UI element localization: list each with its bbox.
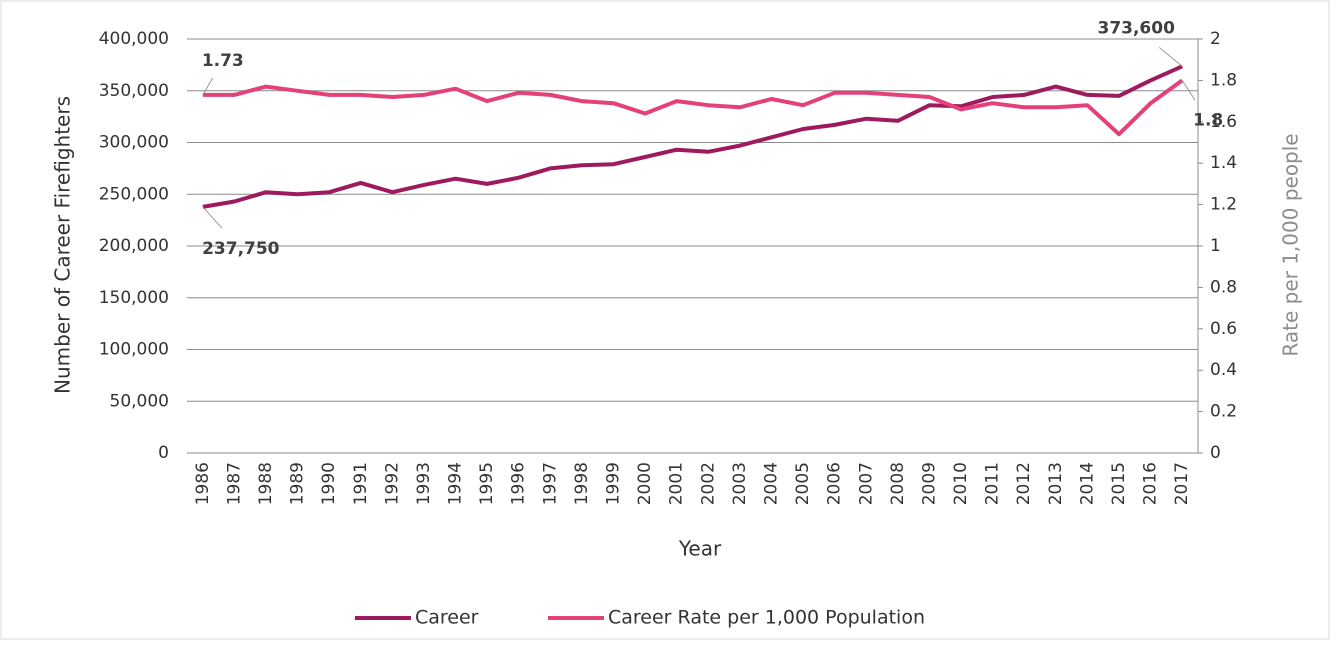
y2-tick-label: 0.8 [1210, 277, 1237, 297]
y-tick-label: 100,000 [99, 340, 169, 360]
legend-label: Career Rate per 1,000 Population [608, 607, 925, 629]
x-tick-label: 2009 [919, 462, 939, 505]
x-tick-label: 1987 [224, 462, 244, 505]
x-tick-label: 2017 [1172, 462, 1192, 505]
y-tick-label: 350,000 [99, 81, 169, 101]
x-tick-label: 1995 [477, 462, 497, 505]
x-tick-label: 1993 [414, 462, 434, 505]
x-tick-label: 2008 [888, 462, 908, 505]
y2-tick-label: 1.2 [1210, 195, 1237, 215]
x-tick-label: 1999 [604, 462, 624, 505]
y2-tick-label: 1.8 [1210, 70, 1237, 90]
x-tick-label: 1986 [193, 462, 213, 505]
label-leader [1181, 80, 1196, 101]
x-axis-title: Year [678, 537, 722, 561]
label-leader [202, 77, 214, 96]
x-tick-label: 2011 [983, 462, 1003, 505]
chart-frame [0, 0, 1330, 640]
y2-tick-label: 0.2 [1210, 402, 1237, 422]
data-label: 1.8 [1193, 110, 1223, 130]
x-tick-label: 1994 [446, 462, 466, 505]
y2-tick-label: 1 [1210, 236, 1221, 256]
x-tick-label: 2002 [698, 462, 718, 505]
x-tick-label: 1990 [319, 462, 339, 505]
label-leader [1158, 46, 1183, 67]
x-tick-label: 2010 [951, 462, 971, 505]
x-tick-label: 2015 [1109, 462, 1129, 505]
y-tick-label: 300,000 [99, 133, 169, 153]
y2-tick-label: 0.4 [1210, 360, 1237, 380]
y2-tick-label: 0 [1210, 443, 1221, 463]
x-tick-label: 2013 [1046, 462, 1066, 505]
x-tick-label: 2007 [856, 462, 876, 505]
y2-tick-label: 2 [1210, 29, 1221, 49]
data-label: 237,750 [202, 239, 280, 259]
y-tick-label: 50,000 [110, 391, 169, 411]
y2-tick-label: 1.4 [1210, 153, 1237, 173]
x-tick-label: 1992 [382, 462, 402, 505]
x-tick-label: 1998 [572, 462, 592, 505]
x-tick-label: 1988 [256, 462, 276, 505]
y-tick-label: 250,000 [99, 184, 169, 204]
data-label: 373,600 [1097, 18, 1175, 38]
series-line [202, 78, 1184, 137]
y2-tick-label: 1.6 [1210, 112, 1237, 132]
y-tick-label: 0 [158, 443, 169, 463]
label-leader [202, 206, 223, 229]
x-tick-label: 1996 [509, 462, 529, 505]
y-tick-label: 150,000 [99, 288, 169, 308]
x-tick-label: 2000 [635, 462, 655, 505]
x-tick-label: 2003 [730, 462, 750, 505]
x-tick-label: 1991 [351, 462, 371, 505]
legend-label: Career [415, 607, 479, 629]
y-tick-label: 400,000 [99, 29, 169, 49]
y2-tick-label: 0.6 [1210, 319, 1237, 339]
x-tick-label: 1997 [540, 462, 560, 505]
series-line [202, 64, 1184, 209]
y2-axis-title: Rate per 1,000 people [1279, 133, 1303, 356]
x-tick-label: 2005 [793, 462, 813, 505]
x-tick-label: 2012 [1014, 462, 1034, 505]
x-tick-label: 1989 [288, 462, 308, 505]
x-tick-label: 2001 [667, 462, 687, 505]
x-tick-label: 2014 [1077, 462, 1097, 505]
y-axis-title: Number of Career Firefighters [51, 96, 75, 394]
x-tick-label: 2006 [825, 462, 845, 505]
x-tick-label: 2004 [761, 462, 781, 505]
data-label: 1.73 [202, 51, 244, 71]
x-tick-label: 2016 [1141, 462, 1161, 505]
y-tick-label: 200,000 [99, 236, 169, 256]
